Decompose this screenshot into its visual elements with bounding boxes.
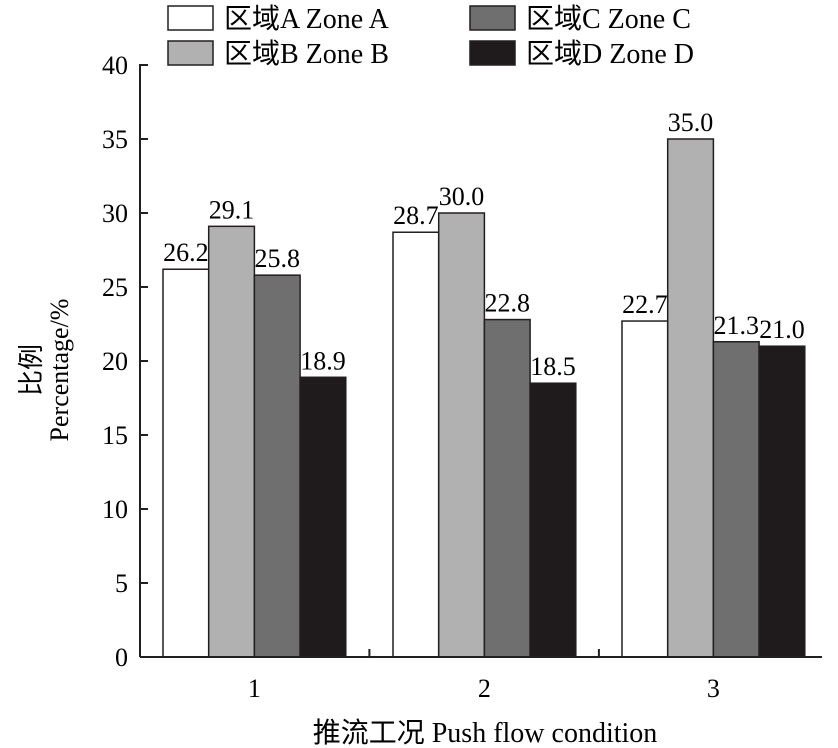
y-tick-label: 15 <box>102 421 128 450</box>
legend-label: 区域C Zone C <box>526 3 691 35</box>
bar <box>666 138 715 658</box>
y-tick-label: 40 <box>102 51 128 80</box>
data-label: 28.7 <box>393 201 439 230</box>
data-label: 30.0 <box>439 182 485 211</box>
axes: 0 5 10 15 20 25 30 35 40 1 2 3 <box>102 51 822 703</box>
x-axis-label: 推流工况 Push flow condition <box>313 717 658 748</box>
y-tick-label: 20 <box>102 347 128 376</box>
x-tick-label: 1 <box>248 674 261 703</box>
legend-label: 区域B Zone B <box>224 38 389 70</box>
legend-swatch <box>167 40 214 66</box>
data-label: 26.2 <box>163 238 209 267</box>
data-label: 22.8 <box>485 289 531 318</box>
x-tick-label: 3 <box>707 674 720 703</box>
bar <box>529 382 577 658</box>
legend-swatch <box>469 5 516 31</box>
legend-swatch <box>469 40 516 66</box>
y-tick-label: 0 <box>115 643 128 672</box>
y-tick-label: 5 <box>115 569 128 598</box>
data-label: 18.5 <box>530 352 576 381</box>
bar <box>392 231 440 658</box>
bar <box>758 345 806 658</box>
bar <box>253 274 301 658</box>
bars: 26.229.125.8 18.9 28.730.0 22.8 18.5 22.7 35.0… <box>162 108 806 658</box>
bar <box>207 225 256 658</box>
y-axis-label-cn: 比例 <box>17 344 46 396</box>
y-tick-label: 10 <box>102 495 128 524</box>
y-tick-label: 25 <box>102 273 128 302</box>
bar <box>162 268 210 658</box>
y-axis-label: Percentage/% <box>45 299 74 442</box>
data-label: 18.9 <box>300 346 346 375</box>
data-label: 21.3 <box>714 311 760 340</box>
bar <box>437 212 486 658</box>
data-label: 35.0 <box>668 108 714 137</box>
data-label: 22.7 <box>622 290 668 319</box>
data-label: 25.8 <box>255 244 301 273</box>
legend-label: 区域D Zone D <box>526 38 694 70</box>
x-tick-label: 2 <box>478 674 491 703</box>
bar <box>299 376 347 658</box>
bar <box>621 320 669 658</box>
y-tick-label: 35 <box>102 125 128 154</box>
data-label: 29.1 <box>209 195 255 224</box>
legend-swatch <box>167 5 214 31</box>
legend-label: 区域A Zone A <box>224 3 390 35</box>
y-tick-label: 30 <box>102 199 128 228</box>
bar <box>712 341 760 658</box>
bar <box>483 318 531 658</box>
data-label: 21.0 <box>759 315 805 344</box>
